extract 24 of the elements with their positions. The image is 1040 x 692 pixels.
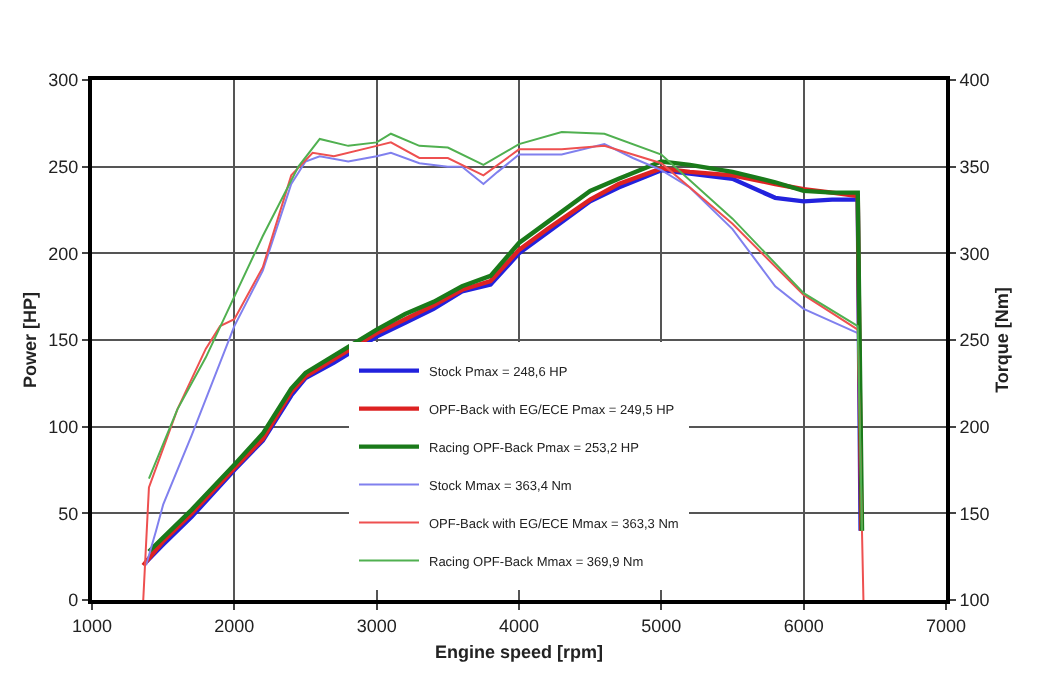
y-tick-label: 300	[48, 70, 79, 91]
x-axis-title: Engine speed [rpm]	[434, 642, 604, 663]
x-tick-label: 5000	[641, 615, 682, 636]
x-tick-label: 2000	[214, 615, 255, 636]
x-tick-label: 1000	[71, 615, 113, 636]
y-tick-label: 0	[68, 590, 79, 611]
x-tick-label: 3000	[356, 615, 397, 636]
y2-tick-label: 200	[959, 416, 990, 437]
y-tick-label: 100	[48, 416, 79, 437]
y-tick-label: 150	[48, 330, 79, 351]
y2-tick-label: 100	[959, 590, 990, 611]
y2-tick-label: 250	[959, 330, 990, 351]
y2-tick-label: 350	[959, 156, 990, 177]
x-tick-label: 7000	[925, 615, 967, 636]
y2-axis-title: Torque [Nm]	[992, 287, 1013, 393]
y2-tick-label: 150	[959, 503, 990, 524]
y-tick-label: 200	[48, 243, 79, 264]
y2-tick-label: 300	[959, 243, 990, 264]
x-tick-label: 4000	[498, 615, 540, 636]
y2-tick-label: 400	[959, 70, 990, 91]
y-tick-label: 50	[58, 503, 79, 524]
y-tick-label: 250	[48, 156, 79, 177]
y-axis-title: Power [HP]	[20, 291, 41, 389]
x-tick-label: 6000	[783, 615, 824, 636]
